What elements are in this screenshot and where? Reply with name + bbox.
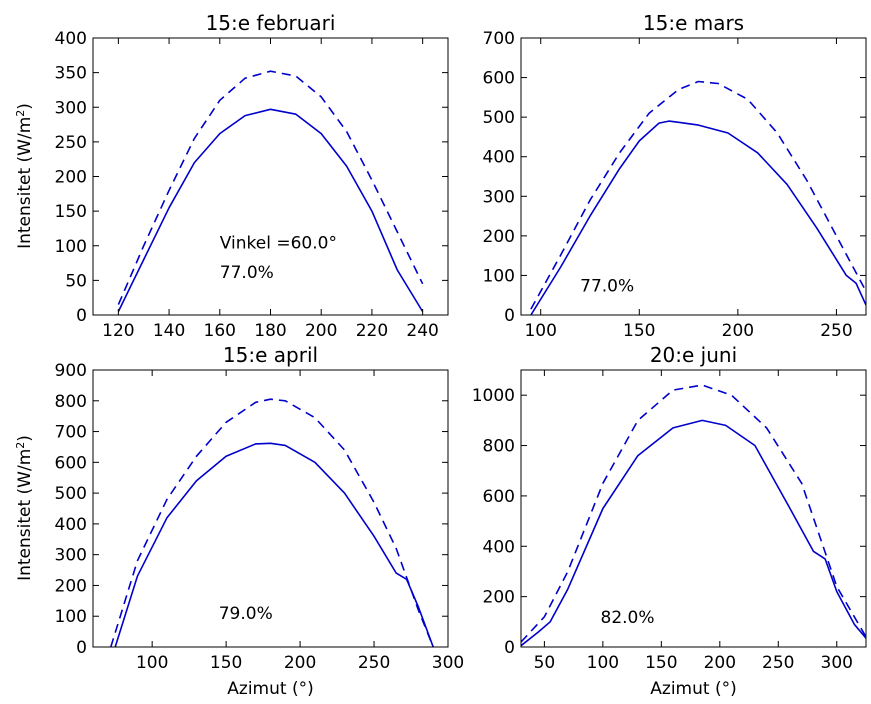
y-tick-label: 500 xyxy=(55,484,87,504)
y-tick-label: 0 xyxy=(504,306,515,326)
y-tick-label: 200 xyxy=(55,168,87,188)
y-tick-label: 200 xyxy=(55,576,87,596)
y-tick-label: 700 xyxy=(483,29,515,49)
y-tick-label: 250 xyxy=(55,133,87,153)
x-tick-label: 150 xyxy=(623,321,655,341)
y-tick-label: 100 xyxy=(55,237,87,257)
annotation-text: Vinkel =60.0° xyxy=(220,233,337,253)
y-tick-label: 200 xyxy=(483,588,515,608)
x-tick-label: 120 xyxy=(102,321,134,341)
y-tick-label: 600 xyxy=(55,453,87,473)
y-tick-label: 300 xyxy=(55,546,87,566)
x-tick-label: 200 xyxy=(704,653,736,673)
annotation-text: 79.0% xyxy=(219,604,273,624)
y-tick-label: 400 xyxy=(55,29,87,49)
x-axis-label: Azimut (°) xyxy=(650,679,736,699)
series-line-dashed xyxy=(117,70,424,305)
x-tick-label: 200 xyxy=(284,653,316,673)
x-tick-label: 100 xyxy=(587,653,619,673)
chart-title: 15:e mars xyxy=(643,11,744,35)
series-line-solid xyxy=(530,120,866,315)
chart-title: 15:e februari xyxy=(206,11,336,35)
y-axis-label: Intensitet (W/m2) xyxy=(14,103,36,249)
y-tick-label: 600 xyxy=(483,487,515,507)
x-tick-label: 100 xyxy=(524,321,556,341)
y-tick-label: 300 xyxy=(483,187,515,207)
x-tick-label: 100 xyxy=(136,653,168,673)
y-tick-label: 600 xyxy=(483,69,515,89)
y-tick-label: 0 xyxy=(76,306,87,326)
series-line-solid xyxy=(521,419,866,647)
y-tick-label: 50 xyxy=(65,271,87,291)
y-tick-label: 0 xyxy=(76,638,87,658)
chart-panel-2: 100 150 200 250 0 100 200 300 400 500 600 700 15:e m… xyxy=(483,11,867,341)
x-tick-label: 150 xyxy=(645,653,677,673)
y-tick-label: 0 xyxy=(504,638,515,658)
chart-title: 20:e juni xyxy=(650,343,737,367)
chart-panel-4: 50 100 150 200 250 300 0 200 400 600 800 1000 20:e j… xyxy=(472,343,867,699)
series-line-solid xyxy=(114,442,434,647)
chart-panel-1: 120 140 160 180 200 220 240 0 50 100 150 200 250 300 3… xyxy=(14,11,449,341)
y-tick-label: 900 xyxy=(55,361,87,381)
annotation-text: 82.0% xyxy=(601,608,655,628)
x-tick-label: 180 xyxy=(254,321,286,341)
chart-panel-3: 100 150 200 250 300 0 100 200 300 400 500 600 700 800… xyxy=(14,343,465,699)
y-tick-label: 800 xyxy=(55,392,87,412)
x-tick-label: 250 xyxy=(762,653,794,673)
x-tick-label: 140 xyxy=(153,321,185,341)
y-tick-label: 100 xyxy=(483,266,515,286)
axes-frame xyxy=(520,369,867,648)
series-line-solid xyxy=(117,108,424,312)
chart-title: 15:e april xyxy=(223,343,318,367)
axes-frame xyxy=(520,37,867,316)
y-tick-label: 400 xyxy=(55,515,87,535)
axes-frame xyxy=(92,369,449,648)
x-axis-label: Azimut (°) xyxy=(227,679,313,699)
y-tick-label: 100 xyxy=(55,607,87,627)
series-line-dashed xyxy=(530,80,866,310)
y-tick-label: 800 xyxy=(483,437,515,457)
x-tick-label: 200 xyxy=(305,321,337,341)
x-tick-label: 150 xyxy=(210,653,242,673)
y-tick-label: 150 xyxy=(55,202,87,222)
y-tick-label: 350 xyxy=(55,64,87,84)
x-tick-label: 220 xyxy=(356,321,388,341)
annotation-text: 77.0% xyxy=(580,276,634,296)
y-tick-label: 700 xyxy=(55,423,87,443)
x-tick-label: 300 xyxy=(821,653,853,673)
y-tick-label: 1000 xyxy=(472,386,515,406)
x-tick-label: 50 xyxy=(534,653,556,673)
y-tick-label: 300 xyxy=(55,98,87,118)
x-tick-label: 250 xyxy=(820,321,852,341)
y-tick-label: 200 xyxy=(483,227,515,247)
y-axis-label: Intensitet (W/m2) xyxy=(14,435,36,581)
x-tick-label: 250 xyxy=(358,653,390,673)
y-tick-label: 500 xyxy=(483,108,515,128)
x-tick-label: 300 xyxy=(432,653,464,673)
series-line-dashed xyxy=(521,384,866,643)
x-tick-label: 200 xyxy=(722,321,754,341)
series-line-dashed xyxy=(110,398,434,647)
x-tick-label: 160 xyxy=(204,321,236,341)
y-tick-label: 400 xyxy=(483,537,515,557)
x-tick-label: 240 xyxy=(406,321,438,341)
y-tick-label: 400 xyxy=(483,148,515,168)
annotation-text: 77.0% xyxy=(220,263,274,283)
